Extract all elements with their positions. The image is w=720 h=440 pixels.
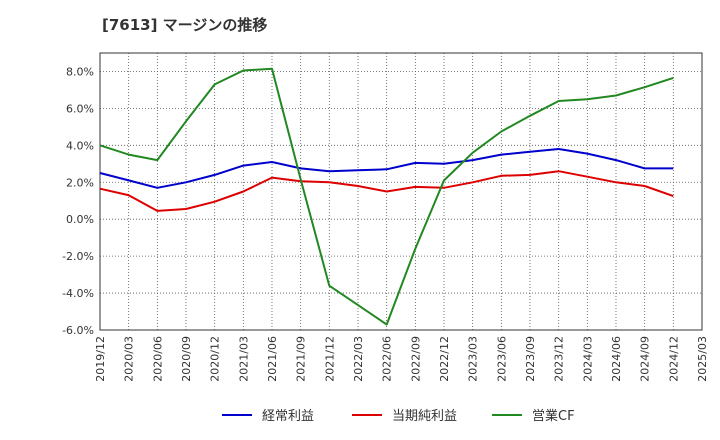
x-tick-label: 2021/12: [323, 336, 336, 382]
y-tick-label: 0.0%: [66, 213, 94, 226]
x-tick-label: 2024/06: [610, 336, 623, 382]
series-line: [99, 67, 674, 326]
x-tick-label: 2020/09: [180, 336, 193, 382]
x-tick-label: 2020/06: [151, 336, 164, 382]
x-tick-label: 2022/12: [438, 336, 451, 382]
y-tick-label: 2.0%: [66, 176, 94, 189]
y-tick-label: 4.0%: [66, 139, 94, 152]
x-tick-label: 2021/03: [237, 336, 250, 382]
x-tick-label: 2025/03: [696, 336, 709, 382]
x-tick-label: 2021/09: [295, 336, 308, 382]
x-tick-label: 2024/03: [581, 336, 594, 382]
y-tick-label: 6.0%: [66, 102, 94, 115]
x-tick-label: 2023/03: [467, 336, 480, 382]
x-tick-label: 2023/06: [495, 336, 508, 382]
plot-border: [99, 52, 703, 331]
x-tick-label: 2024/12: [667, 336, 680, 382]
legend-label: 当期純利益: [392, 409, 457, 424]
x-tick-label: 2021/06: [266, 336, 279, 382]
x-tick-label: 2022/06: [381, 336, 394, 382]
y-tick-label: 8.0%: [66, 65, 94, 78]
y-tick-label: -6.0%: [62, 324, 94, 337]
legend-label: 経常利益: [262, 409, 314, 424]
x-tick-label: 2023/12: [553, 336, 566, 382]
x-tick-label: 2023/09: [524, 336, 537, 382]
x-tick-label: 2020/03: [123, 336, 136, 382]
legend-label: 営業CF: [532, 408, 575, 424]
series-line: [99, 148, 674, 189]
y-tick-label: -4.0%: [62, 287, 94, 300]
x-tick-label: 2019/12: [94, 336, 107, 382]
x-tick-label: 2022/09: [409, 336, 422, 382]
y-tick-label: -2.0%: [62, 250, 94, 263]
chart-title: [7613] マージンの推移: [102, 16, 268, 34]
x-tick-label: 2022/03: [352, 336, 365, 382]
series-line: [99, 170, 674, 212]
x-tick-label: 2020/12: [209, 336, 222, 382]
x-tick-label: 2024/09: [639, 336, 652, 382]
